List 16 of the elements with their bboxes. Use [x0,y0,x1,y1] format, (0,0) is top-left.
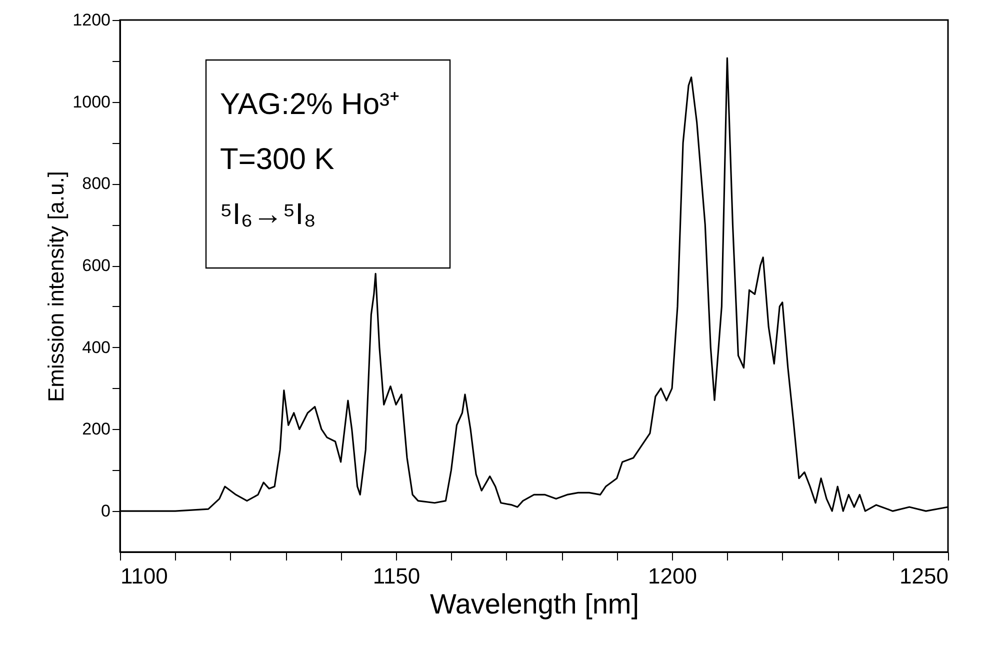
y-tick-label: 0 [101,502,110,521]
x-axis-title: Wavelength [nm] [430,588,640,620]
x-tick-label: 1150 [372,564,420,588]
y-tick-label: 1200 [72,10,110,30]
y-axis-title: Emission intensity [a.u.] [44,170,69,402]
y-tick-label: 400 [82,338,110,357]
annotation: YAG:2% Ho³⁺ [220,88,400,121]
annotation: ⁵I₆→⁵I₈ [220,198,316,231]
x-tick-label: 1250 [900,564,948,588]
x-tick-label: 1200 [648,564,697,588]
annotation: T=300 K [220,143,334,176]
x-tick-label: 1100 [120,564,168,588]
y-tick-label: 800 [82,174,110,194]
y-tick-label: 600 [82,256,110,276]
y-tick-label: 200 [82,420,110,439]
y-tick-label: 1000 [72,92,110,112]
